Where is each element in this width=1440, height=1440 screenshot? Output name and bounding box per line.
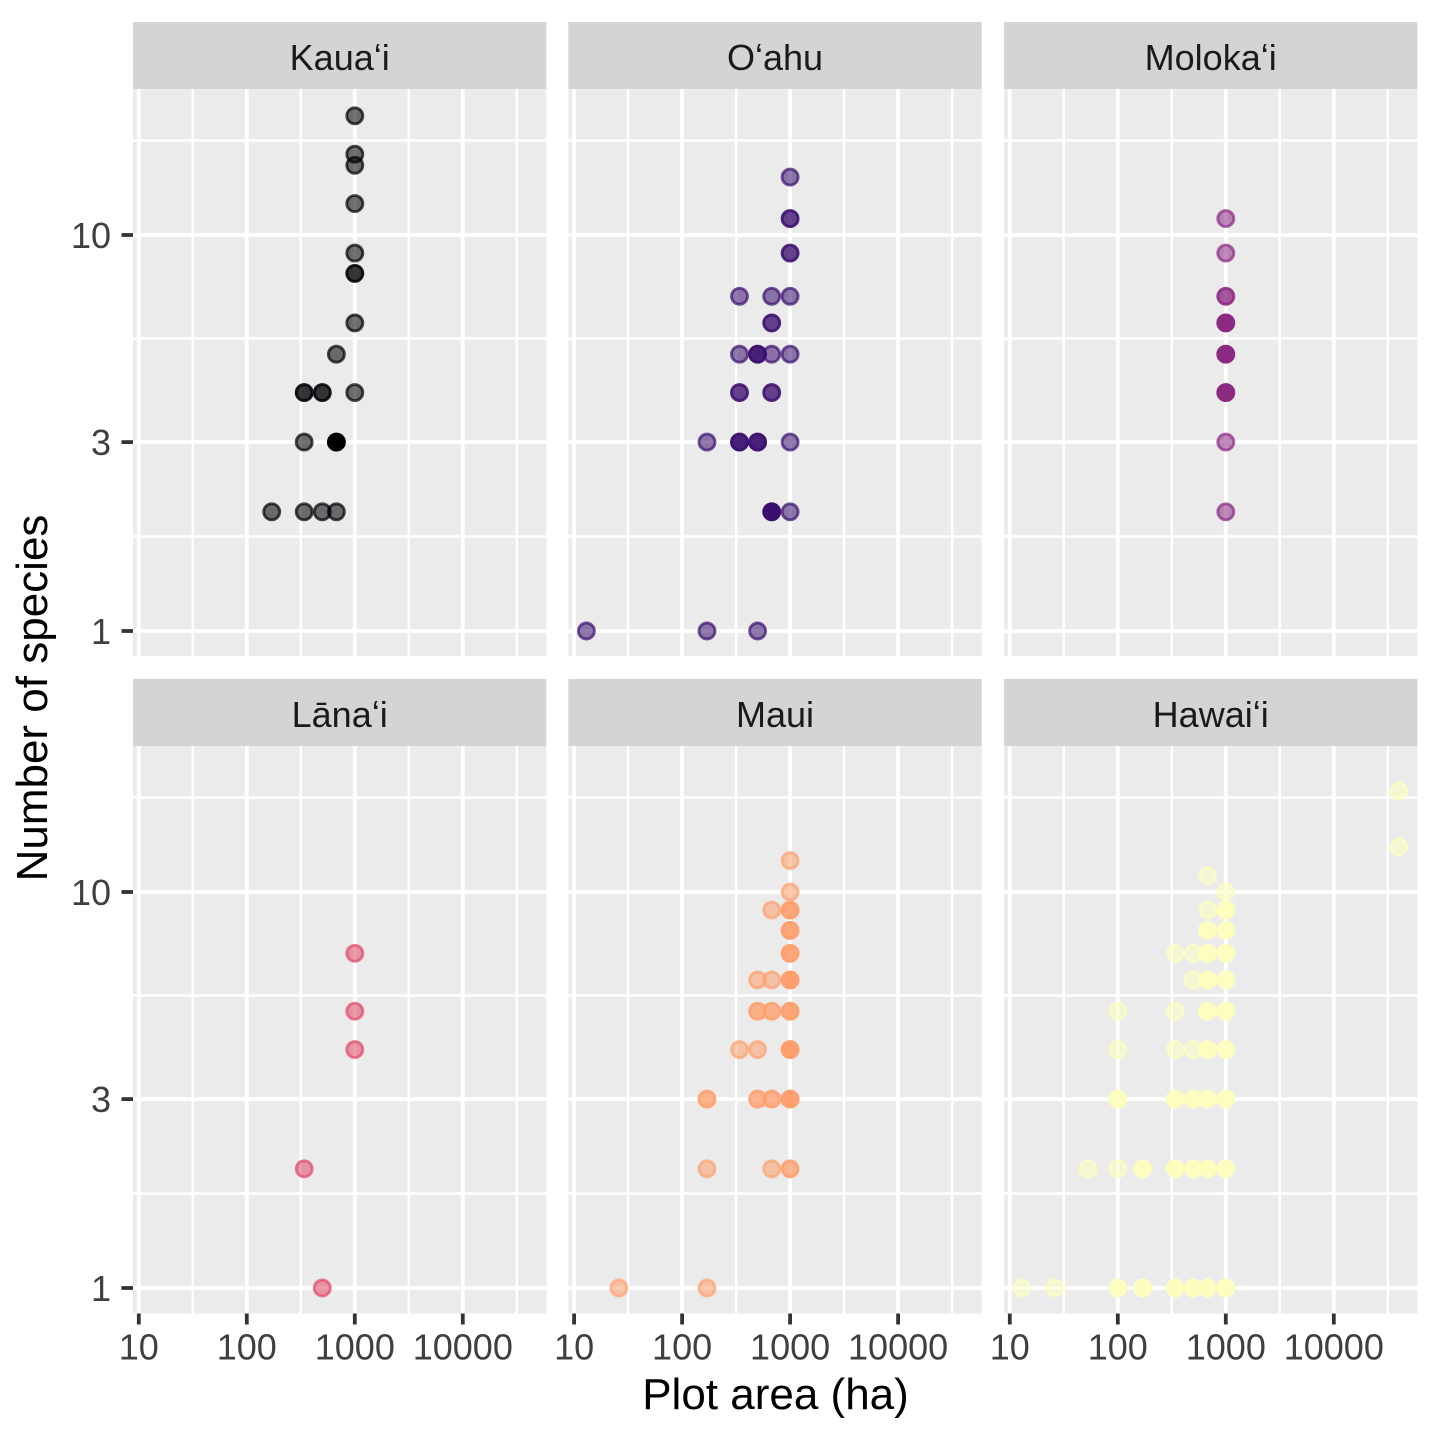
- svg-text:10: 10: [71, 872, 111, 913]
- svg-text:3: 3: [91, 422, 111, 463]
- svg-text:100: 100: [1088, 1327, 1148, 1368]
- svg-text:Maui: Maui: [736, 694, 814, 735]
- svg-text:3: 3: [91, 1079, 111, 1120]
- svg-text:10: 10: [990, 1327, 1030, 1368]
- svg-text:Plot area (ha): Plot area (ha): [642, 1370, 909, 1419]
- svg-text:Hawaiʻi: Hawaiʻi: [1153, 694, 1269, 735]
- svg-text:1: 1: [91, 611, 111, 652]
- svg-text:10000: 10000: [413, 1327, 513, 1368]
- svg-text:1000: 1000: [315, 1327, 395, 1368]
- svg-text:10: 10: [554, 1327, 594, 1368]
- svg-text:Molokaʻi: Molokaʻi: [1145, 37, 1277, 78]
- svg-text:100: 100: [217, 1327, 277, 1368]
- svg-text:10000: 10000: [1284, 1327, 1384, 1368]
- svg-text:Kauaʻi: Kauaʻi: [290, 37, 390, 78]
- svg-text:1000: 1000: [1186, 1327, 1266, 1368]
- svg-text:Number of species: Number of species: [8, 515, 57, 882]
- svg-text:10: 10: [71, 215, 111, 256]
- svg-text:Oʻahu: Oʻahu: [727, 37, 823, 78]
- svg-text:Lānaʻi: Lānaʻi: [292, 694, 388, 735]
- svg-text:10: 10: [119, 1327, 159, 1368]
- svg-text:1000: 1000: [750, 1327, 830, 1368]
- svg-text:10000: 10000: [848, 1327, 948, 1368]
- svg-text:100: 100: [652, 1327, 712, 1368]
- svg-text:1: 1: [91, 1268, 111, 1309]
